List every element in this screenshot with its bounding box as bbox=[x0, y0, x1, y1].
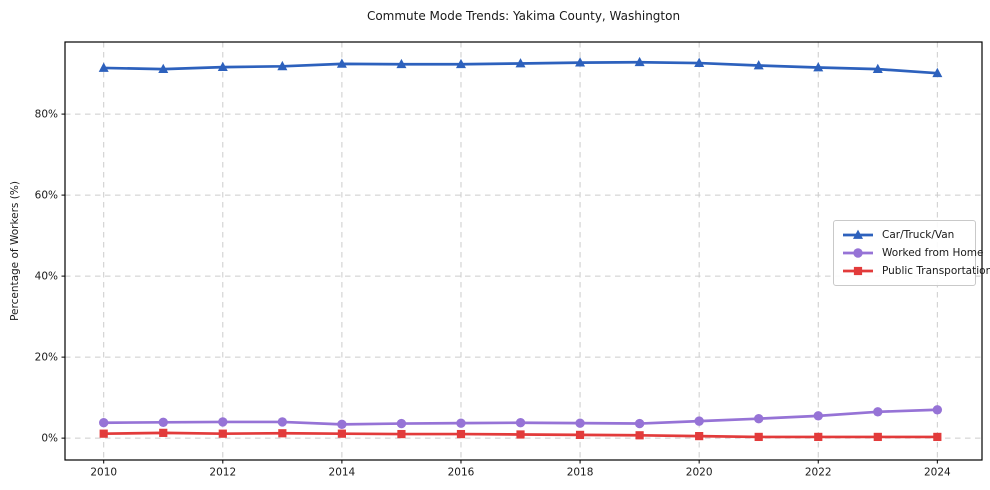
square-marker-icon bbox=[814, 432, 823, 442]
triangle-marker-icon bbox=[853, 229, 863, 239]
triangle-marker-icon bbox=[813, 62, 824, 72]
square-marker-icon bbox=[337, 429, 346, 438]
circle-marker-icon bbox=[456, 418, 466, 428]
triangle-marker-icon bbox=[694, 57, 705, 67]
x-tick-label: 2016 bbox=[448, 467, 475, 479]
triangle-marker-icon bbox=[158, 63, 169, 74]
legend-item-car-truck-van: Car/Truck/Van bbox=[841, 226, 968, 244]
triangle-marker-icon bbox=[515, 58, 526, 68]
circle-marker-icon bbox=[218, 417, 228, 427]
square-marker-icon bbox=[456, 429, 466, 439]
x-tick-label: 2022 bbox=[805, 467, 832, 479]
legend-item-worked-from-home: Worked from Home bbox=[841, 244, 983, 262]
triangle-marker-icon bbox=[753, 60, 764, 70]
circle-marker-icon bbox=[337, 419, 347, 430]
series-car-truck-van bbox=[98, 56, 943, 78]
tick-labels: 0% 20% 40% 60% 80% 2010 2012 2014 2016 2018 2020 20… bbox=[35, 109, 951, 479]
circle-marker-icon bbox=[754, 413, 764, 424]
triangle-marker-icon bbox=[98, 62, 109, 72]
circle-marker-icon bbox=[873, 407, 883, 417]
plot-background bbox=[65, 42, 982, 460]
circle-marker-icon bbox=[99, 418, 109, 428]
circle-marker-icon bbox=[634, 418, 645, 429]
x-tick-label: 2018 bbox=[567, 467, 594, 479]
chart-title: Commute Mode Trends: Yakima County, Wash… bbox=[366, 9, 681, 23]
square-marker-icon bbox=[853, 266, 863, 276]
square-marker-icon bbox=[695, 432, 704, 441]
x-tick-label: 2014 bbox=[329, 467, 356, 479]
triangle-marker-icon bbox=[396, 58, 407, 69]
circle-marker-icon bbox=[694, 416, 704, 426]
square-marker-icon bbox=[933, 432, 942, 442]
square-marker-icon bbox=[575, 430, 585, 439]
square-marker-icon bbox=[278, 429, 287, 438]
x-tick-label: 2012 bbox=[209, 467, 236, 479]
line-circle-marker-icon bbox=[843, 248, 873, 258]
square-marker-icon bbox=[99, 429, 108, 438]
triangle-marker-icon bbox=[336, 58, 347, 68]
axes-frame bbox=[64, 41, 983, 461]
triangle-marker-icon bbox=[277, 60, 288, 71]
circle-marker-icon bbox=[575, 418, 585, 428]
line-triangle-marker-icon bbox=[843, 229, 873, 239]
y-tick-label: 0% bbox=[41, 433, 58, 445]
circle-marker-icon bbox=[396, 418, 407, 429]
triangle-marker-icon bbox=[932, 67, 943, 78]
x-tick-label: 2024 bbox=[924, 467, 951, 479]
y-tick-label: 20% bbox=[35, 352, 58, 364]
square-marker-icon bbox=[218, 429, 227, 438]
legend: Car/Truck/Van Worked from Home Public Tr… bbox=[833, 220, 990, 286]
triangle-marker-icon bbox=[575, 57, 586, 67]
circle-marker-icon bbox=[853, 248, 863, 258]
legend-label: Worked from Home bbox=[882, 247, 984, 259]
y-tick-label: 80% bbox=[35, 109, 58, 121]
legend-label: Public Transportation bbox=[882, 265, 990, 277]
x-tick-label: 2010 bbox=[90, 467, 117, 479]
x-tick-label: 2020 bbox=[686, 467, 713, 479]
legend-item-public-transportation: Public Transportation bbox=[841, 262, 990, 280]
circle-marker-icon bbox=[813, 411, 823, 421]
square-marker-icon bbox=[754, 432, 763, 442]
legend-label: Car/Truck/Van bbox=[882, 229, 955, 241]
square-marker-icon bbox=[159, 428, 168, 437]
triangle-marker-icon bbox=[217, 61, 228, 72]
series-worked-from-home bbox=[99, 405, 943, 430]
square-marker-icon bbox=[516, 430, 525, 439]
triangle-marker-icon bbox=[455, 58, 466, 69]
square-marker-icon bbox=[873, 432, 882, 442]
square-marker-icon bbox=[635, 431, 644, 440]
circle-marker-icon bbox=[515, 418, 526, 428]
circle-marker-icon bbox=[277, 417, 288, 427]
series-public-transportation bbox=[99, 428, 942, 442]
square-marker-icon bbox=[397, 429, 406, 439]
line-square-marker-icon bbox=[843, 266, 873, 276]
triangle-marker-icon bbox=[634, 56, 645, 67]
triangle-marker-icon bbox=[872, 63, 883, 74]
y-tick-label: 60% bbox=[35, 190, 58, 202]
circle-marker-icon bbox=[158, 417, 168, 428]
y-tick-label: 40% bbox=[35, 271, 58, 283]
circle-marker-icon bbox=[932, 405, 943, 415]
